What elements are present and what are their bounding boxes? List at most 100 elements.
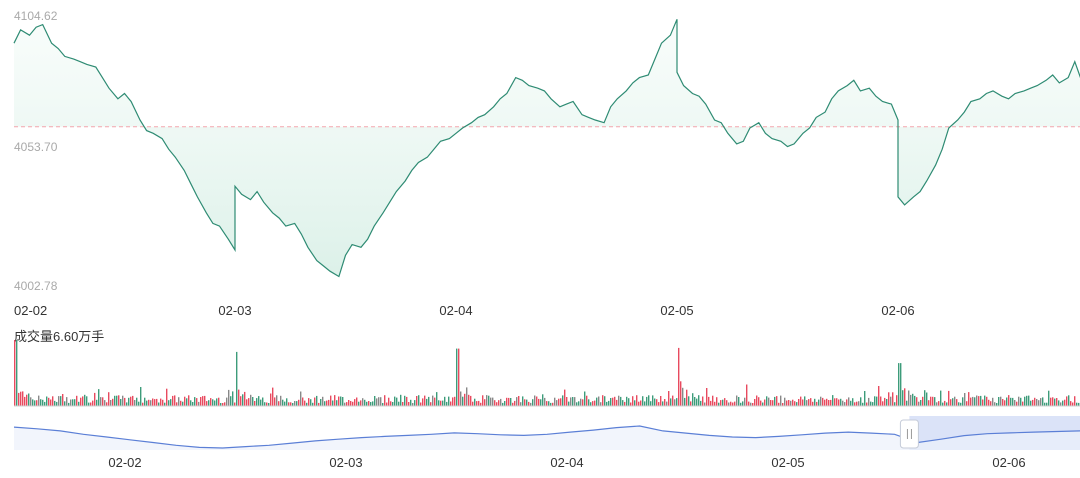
volume-bar bbox=[330, 395, 332, 406]
volume-bar bbox=[352, 401, 354, 406]
volume-bar bbox=[886, 399, 888, 406]
volume-bar bbox=[68, 402, 70, 406]
volume-bar bbox=[198, 401, 200, 406]
volume-bar bbox=[102, 397, 104, 406]
volume-bar bbox=[142, 402, 144, 406]
volume-bar bbox=[64, 401, 66, 406]
volume-bar bbox=[238, 389, 240, 406]
volume-bar bbox=[66, 397, 68, 406]
volume-bar bbox=[538, 398, 540, 406]
volume-bar bbox=[1028, 395, 1030, 406]
volume-bar bbox=[526, 399, 528, 406]
volume-bar bbox=[1008, 395, 1010, 406]
navigator[interactable]: 02-02 02-03 02-04 02-05 02-06 bbox=[13, 416, 1080, 470]
volume-bar bbox=[414, 400, 416, 406]
volume-bar bbox=[792, 399, 794, 406]
volume-bar bbox=[392, 402, 394, 406]
volume-bar bbox=[838, 399, 840, 406]
volume-bar bbox=[670, 398, 672, 406]
volume-bar bbox=[26, 394, 28, 406]
volume-bar bbox=[520, 402, 522, 406]
volume-bar bbox=[270, 393, 272, 406]
volume-bar bbox=[578, 401, 580, 406]
volume-bar bbox=[224, 402, 226, 406]
volume-bar bbox=[524, 399, 526, 406]
volume-bar bbox=[1020, 397, 1022, 406]
volume-bar bbox=[1054, 398, 1056, 406]
volume-bar bbox=[252, 397, 254, 406]
volume-bar bbox=[958, 402, 960, 406]
volume-bar bbox=[650, 401, 652, 406]
volume-bar bbox=[532, 399, 534, 406]
volume-bar bbox=[1004, 400, 1006, 406]
volume-bar bbox=[88, 402, 90, 406]
volume-bar bbox=[528, 401, 530, 406]
volume-bar bbox=[458, 348, 460, 406]
volume-bar bbox=[264, 402, 266, 406]
navigator-tick-label: 02-05 bbox=[771, 455, 804, 470]
volume-bar bbox=[824, 399, 826, 406]
navigator-handle[interactable] bbox=[899, 419, 919, 449]
volume-bar bbox=[158, 402, 160, 406]
volume-bar bbox=[592, 401, 594, 406]
volume-bar bbox=[346, 402, 348, 406]
volume-bar bbox=[796, 402, 798, 406]
volume-bar bbox=[960, 402, 962, 406]
volume-bar bbox=[34, 400, 36, 406]
volume-bar bbox=[1064, 399, 1066, 406]
volume-bar bbox=[860, 397, 862, 406]
volume-bar bbox=[106, 402, 108, 406]
volume-bar bbox=[702, 396, 704, 406]
volume-bar bbox=[568, 401, 570, 406]
x-tick-label: 02-03 bbox=[218, 303, 251, 318]
volume-bar bbox=[712, 395, 714, 406]
volume-bar bbox=[212, 399, 214, 406]
volume-bar bbox=[1056, 398, 1058, 406]
x-tick-label: 02-04 bbox=[439, 303, 472, 318]
navigator-tick-label: 02-04 bbox=[550, 455, 583, 470]
volume-bar bbox=[766, 396, 768, 406]
volume-bar bbox=[800, 396, 802, 406]
volume-bar bbox=[112, 398, 114, 406]
volume-bar bbox=[176, 402, 178, 406]
volume-bar bbox=[1060, 402, 1062, 406]
y-tick-label: 4104.62 bbox=[14, 9, 58, 23]
volume-bar bbox=[308, 398, 310, 406]
volume-bar bbox=[1038, 400, 1040, 406]
volume-bar bbox=[320, 399, 322, 406]
volume-bar bbox=[366, 401, 368, 406]
volume-bar bbox=[1052, 397, 1054, 406]
volume-bar bbox=[404, 395, 406, 406]
volume-bar bbox=[236, 351, 238, 406]
volume-bar bbox=[1068, 395, 1070, 406]
volume-bar bbox=[854, 402, 856, 406]
volume-bar bbox=[582, 399, 584, 406]
volume-bar bbox=[546, 401, 548, 406]
volume-bar bbox=[440, 400, 442, 406]
volume-bar bbox=[936, 402, 938, 406]
volume-bar bbox=[962, 397, 964, 406]
volume-bar bbox=[138, 401, 140, 406]
volume-bar bbox=[930, 396, 932, 406]
volume-bar bbox=[628, 398, 630, 406]
volume-bar bbox=[116, 395, 118, 406]
volume-bar bbox=[752, 403, 754, 406]
volume-bar bbox=[32, 399, 34, 406]
volume-bar bbox=[876, 396, 878, 406]
volume-bar bbox=[56, 401, 58, 406]
volume-bar bbox=[1016, 401, 1018, 406]
volume-bar bbox=[724, 398, 726, 406]
volume-bar bbox=[172, 395, 174, 406]
volume-bar bbox=[750, 402, 752, 406]
volume-bar bbox=[60, 396, 62, 406]
volume-bar bbox=[882, 401, 884, 406]
volume-label: 成交量6.60万手 bbox=[14, 329, 104, 344]
volume-bar bbox=[884, 397, 886, 406]
volume-bar bbox=[1062, 400, 1064, 406]
volume-bar bbox=[478, 400, 480, 406]
volume-bar bbox=[468, 394, 470, 406]
volume-bar bbox=[948, 390, 950, 406]
volume-bar bbox=[300, 391, 302, 406]
volume-bar bbox=[28, 393, 30, 406]
volume-bar bbox=[114, 395, 116, 406]
